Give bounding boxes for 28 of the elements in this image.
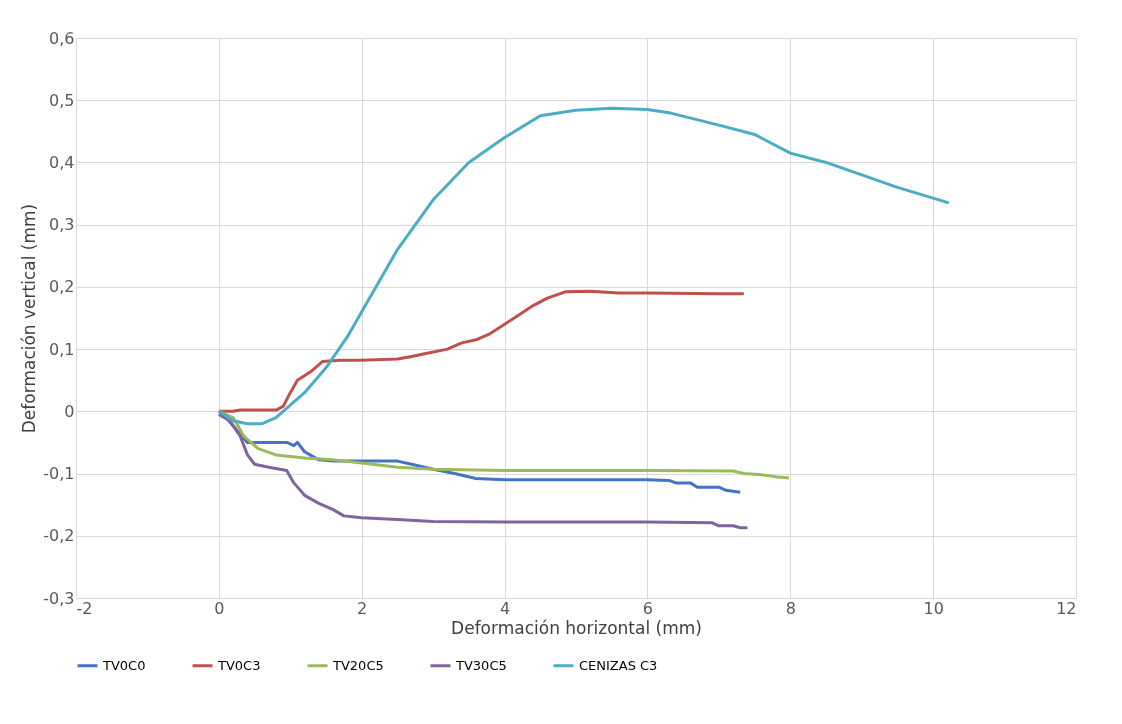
x-tick-label: 12 <box>1056 598 1077 618</box>
legend-label: TV30C5 <box>455 657 507 673</box>
x-tick-label: 4 <box>499 598 511 618</box>
y-tick-label: -0,1 <box>43 464 75 484</box>
x-tick-label: 0 <box>214 598 225 618</box>
x-tick-label: 10 <box>923 598 944 618</box>
y-axis-title: Deformación vertical (mm) <box>19 203 40 434</box>
x-tick-label: 8 <box>785 598 796 618</box>
x-tick-label: 6 <box>642 598 654 618</box>
x-tick-label: 2 <box>357 598 368 618</box>
y-tick-label: 0,4 <box>49 152 75 172</box>
legend-label: TV0C0 <box>102 657 146 673</box>
legend-label: TV20C5 <box>332 657 384 673</box>
line-series <box>217 409 791 480</box>
y-tick-label: 0,3 <box>49 215 75 235</box>
y-tick-label: 0,6 <box>49 28 75 48</box>
legend-label: CENIZAS C3 <box>579 657 658 673</box>
x-tick-label: -2 <box>76 598 93 618</box>
y-tick-label: 0,1 <box>49 339 75 359</box>
y-tick-label: 0 <box>64 401 75 421</box>
y-tick-label: 0,5 <box>49 90 75 110</box>
x-axis-title: Deformación horizontal (mm) <box>451 617 702 638</box>
y-tick-label: 0,2 <box>49 277 75 297</box>
legend-label: TV0C3 <box>217 657 261 673</box>
line-series <box>217 106 951 426</box>
line-series <box>217 412 749 530</box>
y-tick-label: -0,2 <box>43 526 75 546</box>
y-tick-label: -0,3 <box>43 588 75 608</box>
